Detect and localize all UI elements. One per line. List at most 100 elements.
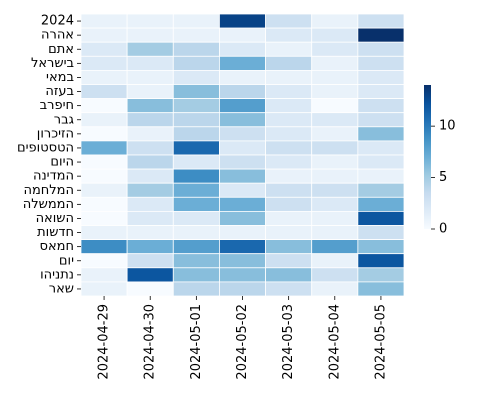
heatmap-cell [219, 168, 266, 184]
heatmap-cell [172, 13, 220, 29]
heatmap-cell [80, 98, 128, 114]
heatmap-cell [311, 13, 359, 29]
heatmap-cell [80, 13, 128, 29]
heatmap-cell [219, 41, 266, 57]
y-tick-label: הטסטופים [17, 140, 74, 155]
heatmap-cell [265, 281, 313, 297]
x-tick-label: 2024-04-29 [97, 304, 112, 380]
heatmap-cell [126, 168, 174, 184]
heatmap-cell [172, 70, 220, 85]
heatmap-cell [172, 281, 220, 297]
heatmap-cell [80, 55, 128, 71]
heatmap-cell [357, 27, 405, 43]
heatmap-cell [172, 140, 220, 156]
heatmap-cell [357, 196, 405, 212]
y-tick-label: אתם [48, 42, 74, 57]
heatmap-cell [126, 267, 174, 283]
heatmap-cell [172, 225, 220, 241]
x-tick-label: 2024-05-05 [373, 304, 388, 380]
y-tick-label: חדשות [37, 225, 74, 240]
heatmap-cell [126, 112, 174, 128]
heatmap-cell [265, 70, 313, 85]
heatmap-cell [126, 41, 174, 57]
heatmap-cell [172, 126, 220, 142]
x-tick-label: 2024-05-04 [327, 304, 342, 380]
heatmap-cell [219, 27, 266, 43]
heatmap-cell [80, 126, 128, 142]
heatmap-cell [126, 154, 174, 170]
heatmap-cell [311, 210, 359, 226]
heatmap-cell [265, 126, 313, 142]
heatmap-cell [357, 168, 405, 184]
heatmap-cell [265, 267, 313, 283]
y-tick-label: בעזה [45, 84, 74, 99]
heatmap-cell [311, 168, 359, 184]
y-tick-label: יום [59, 253, 74, 268]
x-tick-label: 2024-04-30 [143, 304, 158, 380]
heatmap-cell [357, 210, 405, 226]
heatmap-cell [265, 112, 313, 128]
y-tick-label: גבר [54, 112, 74, 127]
heatmap-cell [311, 98, 359, 114]
heatmap-cell [172, 27, 220, 43]
heatmap-cell [265, 182, 313, 198]
heatmap-cell [172, 84, 220, 100]
heatmap-cell [265, 239, 313, 255]
heatmap-cell [126, 55, 174, 71]
heatmap-cell [219, 13, 266, 29]
heatmap-cell [265, 168, 313, 184]
heatmap-cell [265, 41, 313, 57]
heatmap-cell [357, 13, 405, 29]
heatmap-cell [357, 55, 405, 71]
heatmap-cells [80, 13, 405, 297]
x-tick-label: 2024-05-01 [189, 304, 204, 380]
heatmap-cell [80, 84, 128, 100]
heatmap-cell [126, 98, 174, 114]
y-tick-label: הממשלה [23, 197, 74, 212]
heatmap-cell [219, 154, 266, 170]
heatmap-cell [265, 55, 313, 71]
heatmap-cell [80, 41, 128, 57]
colorbar-tick-label: 0 [439, 222, 447, 237]
y-tick-label: נתניהו [40, 267, 74, 282]
heatmap-cell [80, 112, 128, 128]
heatmap-cell [80, 239, 128, 255]
y-tick-label: אהרה [41, 28, 74, 43]
heatmap-cell [265, 196, 313, 212]
heatmap-cell [126, 210, 174, 226]
y-tick-label: חיפרב [40, 98, 74, 113]
heatmap-cell [357, 84, 405, 100]
y-tick-label: במאי [46, 70, 74, 85]
heatmap-cell [265, 84, 313, 100]
heatmap-cell [219, 225, 266, 241]
heatmap-cell [126, 225, 174, 241]
heatmap-cell [172, 196, 220, 212]
heatmap-cell [80, 267, 128, 283]
heatmap-cell [265, 210, 313, 226]
y-tick-label: השואה [36, 211, 74, 226]
y-axis: 2024אהרהאתםבישראלבמאיבעזהחיפרבגברהזיכרון… [17, 14, 81, 296]
heatmap-cell [219, 126, 266, 142]
heatmap-cell [172, 210, 220, 226]
heatmap-cell [311, 196, 359, 212]
heatmap-cell [219, 281, 266, 297]
heatmap-cell [80, 140, 128, 156]
heatmap-cell [126, 13, 174, 29]
heatmap-cell [172, 182, 220, 198]
heatmap-cell [219, 182, 266, 198]
x-tick-label: 2024-05-02 [235, 304, 250, 380]
heatmap-cell [80, 225, 128, 241]
heatmap-cell [219, 70, 266, 85]
heatmap-cell [80, 210, 128, 226]
heatmap-cell [126, 182, 174, 198]
heatmap-cell [265, 253, 313, 269]
heatmap-cell [126, 27, 174, 43]
heatmap-cell [265, 140, 313, 156]
y-tick-label: בישראל [31, 56, 74, 71]
heatmap-cell [219, 267, 266, 283]
heatmap-cell [357, 225, 405, 241]
heatmap-cell [311, 27, 359, 43]
heatmap-cell [172, 41, 220, 57]
heatmap-cell [126, 281, 174, 297]
